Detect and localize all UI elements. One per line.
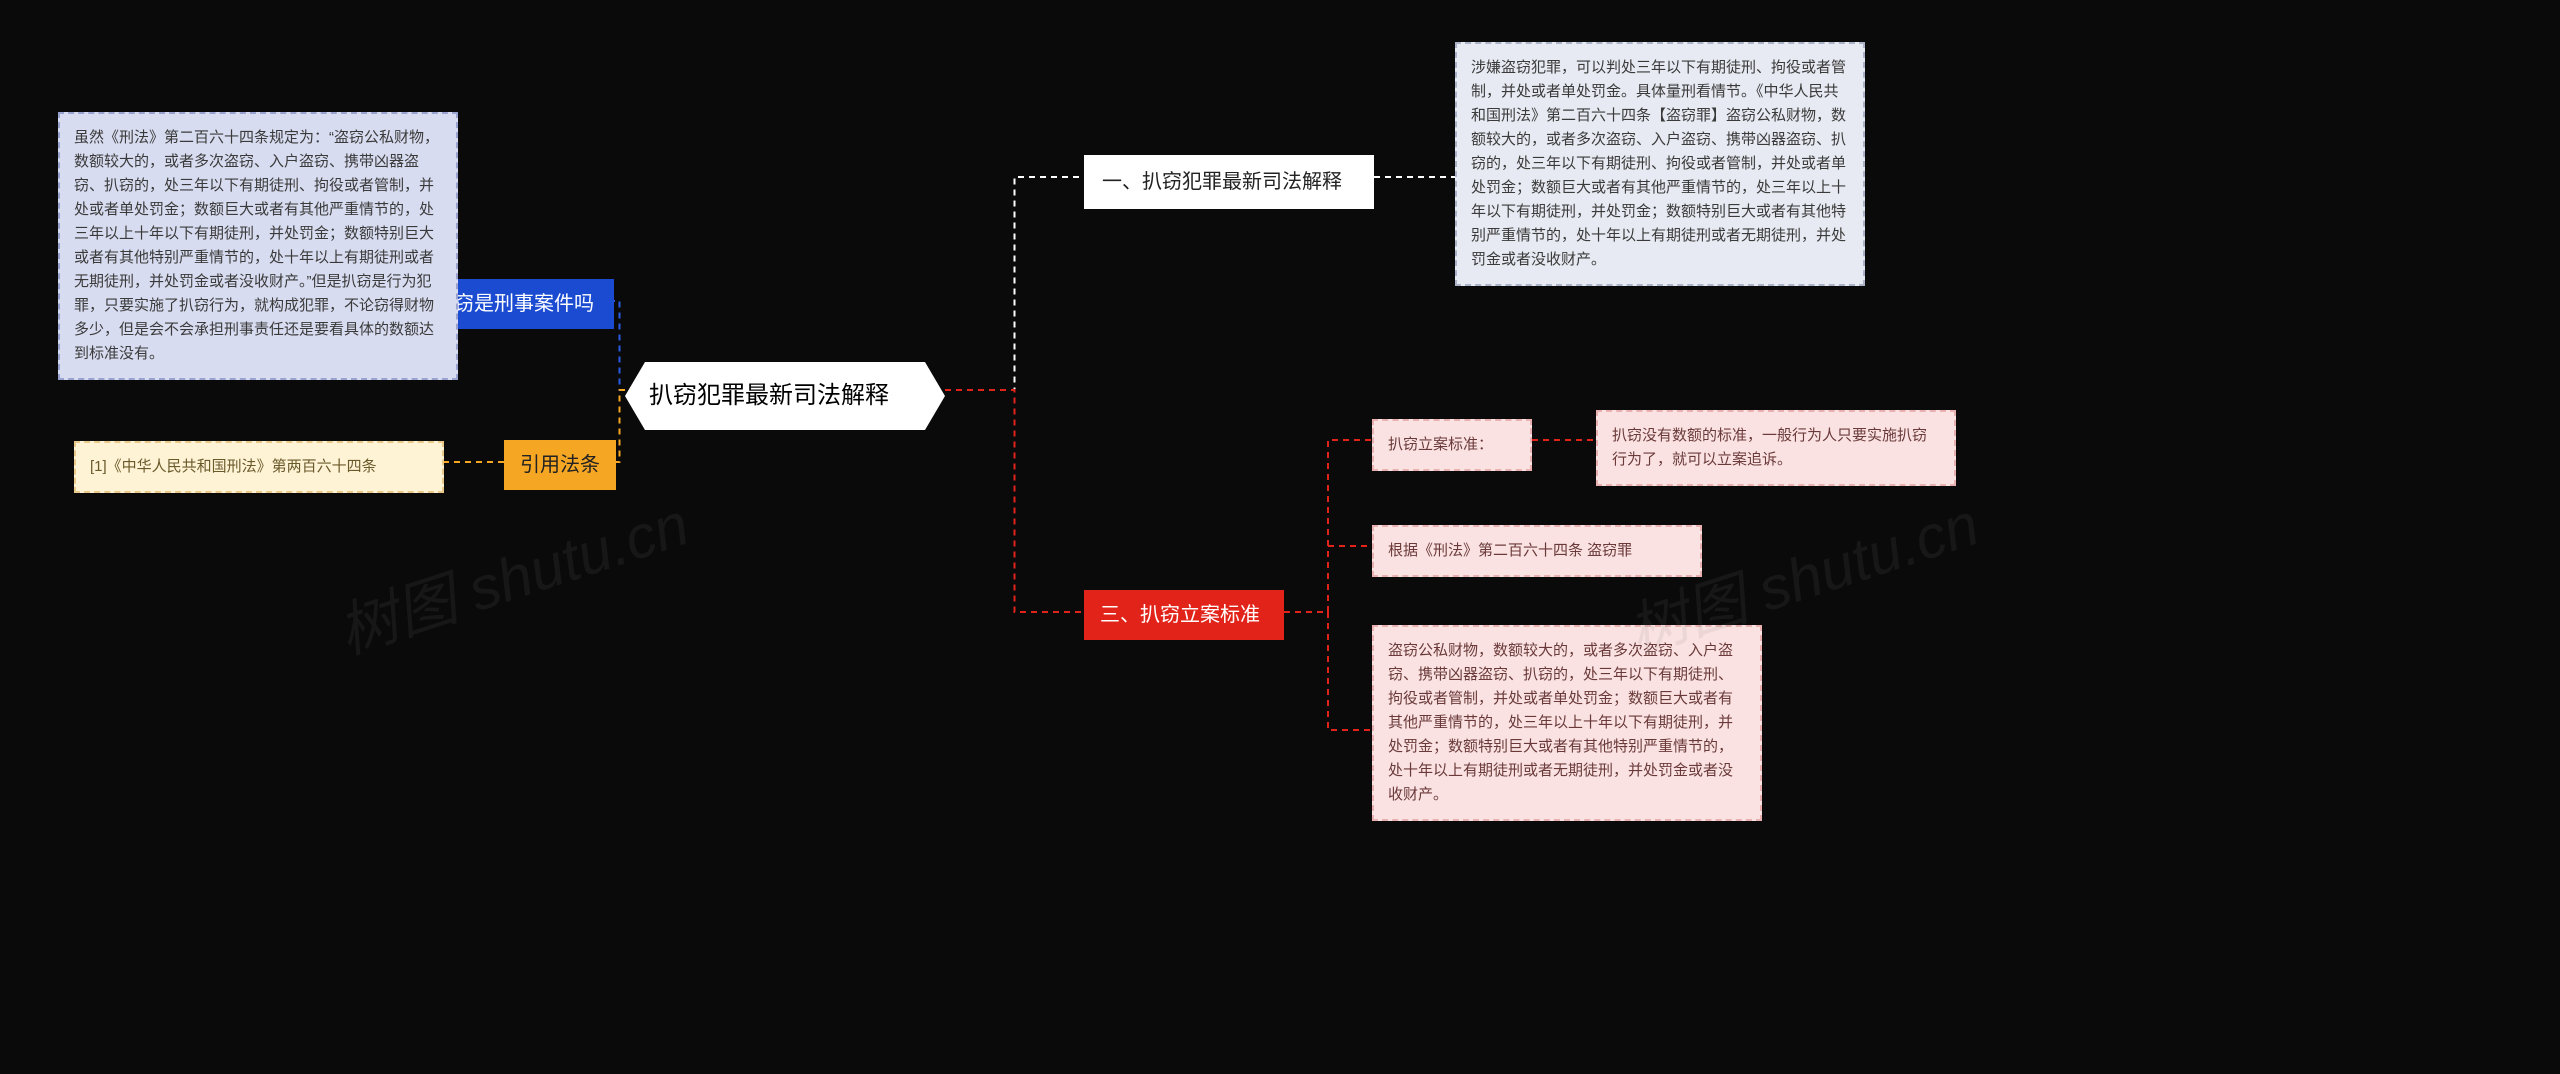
leaf-b3-law-ref: 根据《刑法》第二百六十四条 盗窃罪 — [1372, 525, 1702, 577]
center-node: 扒窃犯罪最新司法解释 — [625, 362, 945, 430]
branch-4: 引用法条 — [504, 440, 616, 490]
leaf-b3-law-text: 盗窃公私财物，数额较大的，或者多次盗窃、入户盗窃、携带凶器盗窃、扒窃的，处三年以… — [1372, 625, 1762, 821]
leaf-b4-citation: [1]《中华人民共和国刑法》第两百六十四条 — [74, 441, 444, 493]
leaf-b3-standard-label: 扒窃立案标准： — [1372, 419, 1532, 471]
branch-1: 一、扒窃犯罪最新司法解释 — [1084, 155, 1374, 209]
leaf-b1-detail: 涉嫌盗窃犯罪，可以判处三年以下有期徒刑、拘役或者管制，并处或者单处罚金。具体量刑… — [1455, 42, 1865, 286]
branch-3: 三、扒窃立案标准 — [1084, 590, 1284, 640]
leaf-b3-standard-desc: 扒窃没有数额的标准，一般行为人只要实施扒窃行为了，就可以立案追诉。 — [1596, 410, 1956, 486]
leaf-b2-detail: 虽然《刑法》第二百六十四条规定为：“盗窃公私财物，数额较大的，或者多次盗窃、入户… — [58, 112, 458, 380]
watermark: 树图 shutu.cn — [325, 476, 698, 671]
